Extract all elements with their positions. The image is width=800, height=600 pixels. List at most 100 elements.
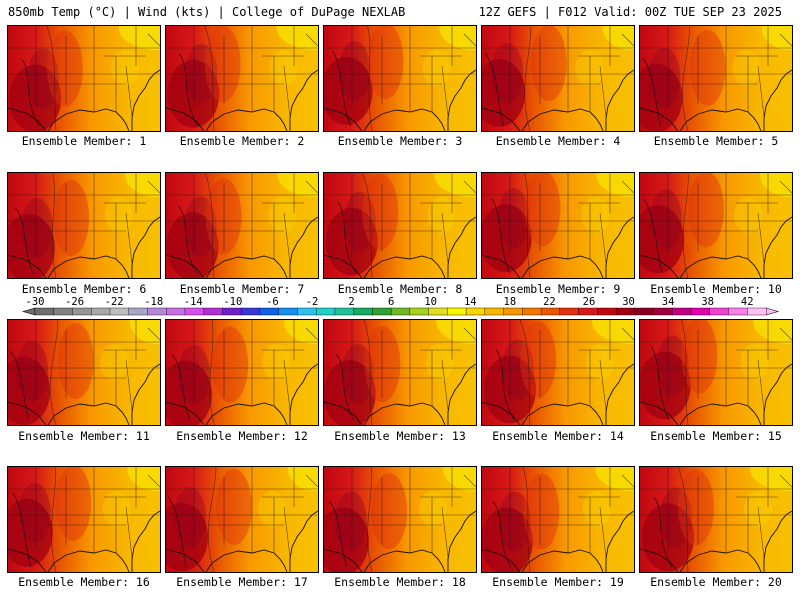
model-valid-time: 12Z GEFS | F012 Valid: 00Z TUE SEP 23 20…: [478, 5, 782, 19]
colorbar-swatch: [728, 307, 748, 316]
ensemble-member-map: [639, 466, 793, 573]
colorbar-swatch: [578, 307, 598, 316]
temperature-colorbar: -30 -26 -22 -18 -14 -10 -6 -2 2 6 10 14 18 22 26 30 34 38…: [0, 296, 800, 318]
ensemble-member-label: Ensemble Member: 17: [176, 575, 308, 589]
colorbar-tick-label: 6: [388, 296, 394, 308]
ensemble-member-label: Ensemble Member: 11: [18, 429, 150, 443]
colorbar-tick-label: -22: [105, 296, 124, 308]
colorbar-tick-label: 26: [583, 296, 596, 308]
colorbar-swatch: [540, 307, 561, 316]
ensemble-member-map: [639, 319, 793, 426]
colorbar-swatch: [91, 307, 111, 316]
colorbar-swatch: [259, 307, 280, 316]
colorbar-tick-label: 30: [622, 296, 635, 308]
ensemble-member-map: [165, 25, 319, 132]
colorbar-swatch: [297, 307, 317, 316]
ensemble-member-map: [323, 172, 477, 279]
colorbar-swatch: [128, 307, 148, 316]
colorbar-tick-label: 22: [543, 296, 556, 308]
colorbar-tick-label: 42: [741, 296, 754, 308]
colorbar-tick-label: 2: [348, 296, 354, 308]
ensemble-member-map: [481, 172, 635, 279]
ensemble-member-map: [481, 466, 635, 573]
map-title: 850mb Temp (°C) | Wind (kts) | College o…: [8, 5, 406, 19]
colorbar-swatch: [147, 307, 167, 316]
ensemble-member-label: Ensemble Member: 7: [179, 282, 305, 296]
ensemble-member-map: [7, 172, 161, 279]
ensemble-member-label: Ensemble Member: 8: [337, 282, 463, 296]
colorbar-swatch: [615, 307, 636, 316]
colorbar-tick-label: 14: [464, 296, 477, 308]
ensemble-member-map: [7, 319, 161, 426]
ensemble-member-label: Ensemble Member: 12: [176, 429, 308, 443]
colorbar-swatch: [559, 307, 580, 316]
colorbar-swatch: [203, 307, 223, 316]
ensemble-member-map: [323, 466, 477, 573]
colorbar-high-arrow: [765, 307, 780, 316]
ensemble-member-label: Ensemble Member: 13: [334, 429, 466, 443]
ensemble-member-label: Ensemble Member: 14: [492, 429, 624, 443]
ensemble-member-label: Ensemble Member: 18: [334, 575, 466, 589]
colorbar-tick-label: 38: [701, 296, 714, 308]
colorbar-swatch: [747, 307, 767, 316]
colorbar-tick-label: -18: [144, 296, 163, 308]
ensemble-member-map: [639, 172, 793, 279]
ensemble-member-label: Ensemble Member: 5: [653, 134, 779, 148]
ensemble-member-label: Ensemble Member: 20: [650, 575, 782, 589]
colorbar-swatch: [634, 307, 655, 316]
colorbar-swatch: [484, 307, 505, 316]
colorbar-low-arrow: [21, 307, 36, 316]
ensemble-member-label: Ensemble Member: 10: [650, 282, 782, 296]
ensemble-member-map: [323, 319, 477, 426]
ensemble-member-map: [481, 25, 635, 132]
colorbar-swatch: [465, 307, 486, 316]
ensemble-member-label: Ensemble Member: 16: [18, 575, 150, 589]
colorbar-swatch: [53, 307, 73, 316]
colorbar-swatch: [672, 307, 692, 316]
ensemble-member-label: Ensemble Member: 3: [337, 134, 463, 148]
ensemble-member-label: Ensemble Member: 4: [495, 134, 621, 148]
ensemble-member-map: [7, 466, 161, 573]
colorbar-swatch: [522, 307, 542, 316]
ensemble-member-label: Ensemble Member: 2: [179, 134, 305, 148]
colorbar-swatch: [166, 307, 186, 316]
colorbar-swatch: [109, 307, 130, 316]
colorbar-swatch: [428, 307, 448, 316]
ensemble-member-label: Ensemble Member: 9: [495, 282, 621, 296]
colorbar-tick-label: -26: [65, 296, 84, 308]
colorbar-swatch: [222, 307, 242, 316]
colorbar-tick-label: -30: [26, 296, 45, 308]
colorbar-tick-label: 34: [662, 296, 675, 308]
colorbar-swatch: [447, 307, 467, 316]
colorbar-swatch: [503, 307, 523, 316]
ensemble-member-map: [165, 319, 319, 426]
ensemble-member-map: [165, 466, 319, 573]
colorbar-swatch: [353, 307, 373, 316]
colorbar-swatch: [372, 307, 392, 316]
colorbar-tick-label: -10: [223, 296, 242, 308]
colorbar-swatch: [278, 307, 298, 316]
colorbar-swatch: [709, 307, 730, 316]
colorbar-swatch: [315, 307, 336, 316]
colorbar-swatch: [653, 307, 673, 316]
ensemble-member-label: Ensemble Member: 1: [21, 134, 147, 148]
colorbar-tick-label: -14: [184, 296, 203, 308]
colorbar-swatch: [334, 307, 355, 316]
ensemble-member-map: [323, 25, 477, 132]
colorbar-tick-label: -6: [266, 296, 279, 308]
colorbar-swatch: [409, 307, 430, 316]
colorbar-tick-label: 10: [424, 296, 437, 308]
colorbar-swatch: [597, 307, 617, 316]
colorbar-swatch: [72, 307, 92, 316]
colorbar-swatch: [390, 307, 411, 316]
colorbar-swatch: [240, 307, 261, 316]
ensemble-member-map: [165, 172, 319, 279]
ensemble-member-map: [639, 25, 793, 132]
colorbar-swatch: [690, 307, 711, 316]
colorbar-tick-label: 18: [504, 296, 517, 308]
colorbar-tick-label: -2: [306, 296, 319, 308]
ensemble-member-map: [7, 25, 161, 132]
ensemble-member-label: Ensemble Member: 15: [650, 429, 782, 443]
colorbar-swatch: [184, 307, 205, 316]
ensemble-member-label: Ensemble Member: 19: [492, 575, 624, 589]
